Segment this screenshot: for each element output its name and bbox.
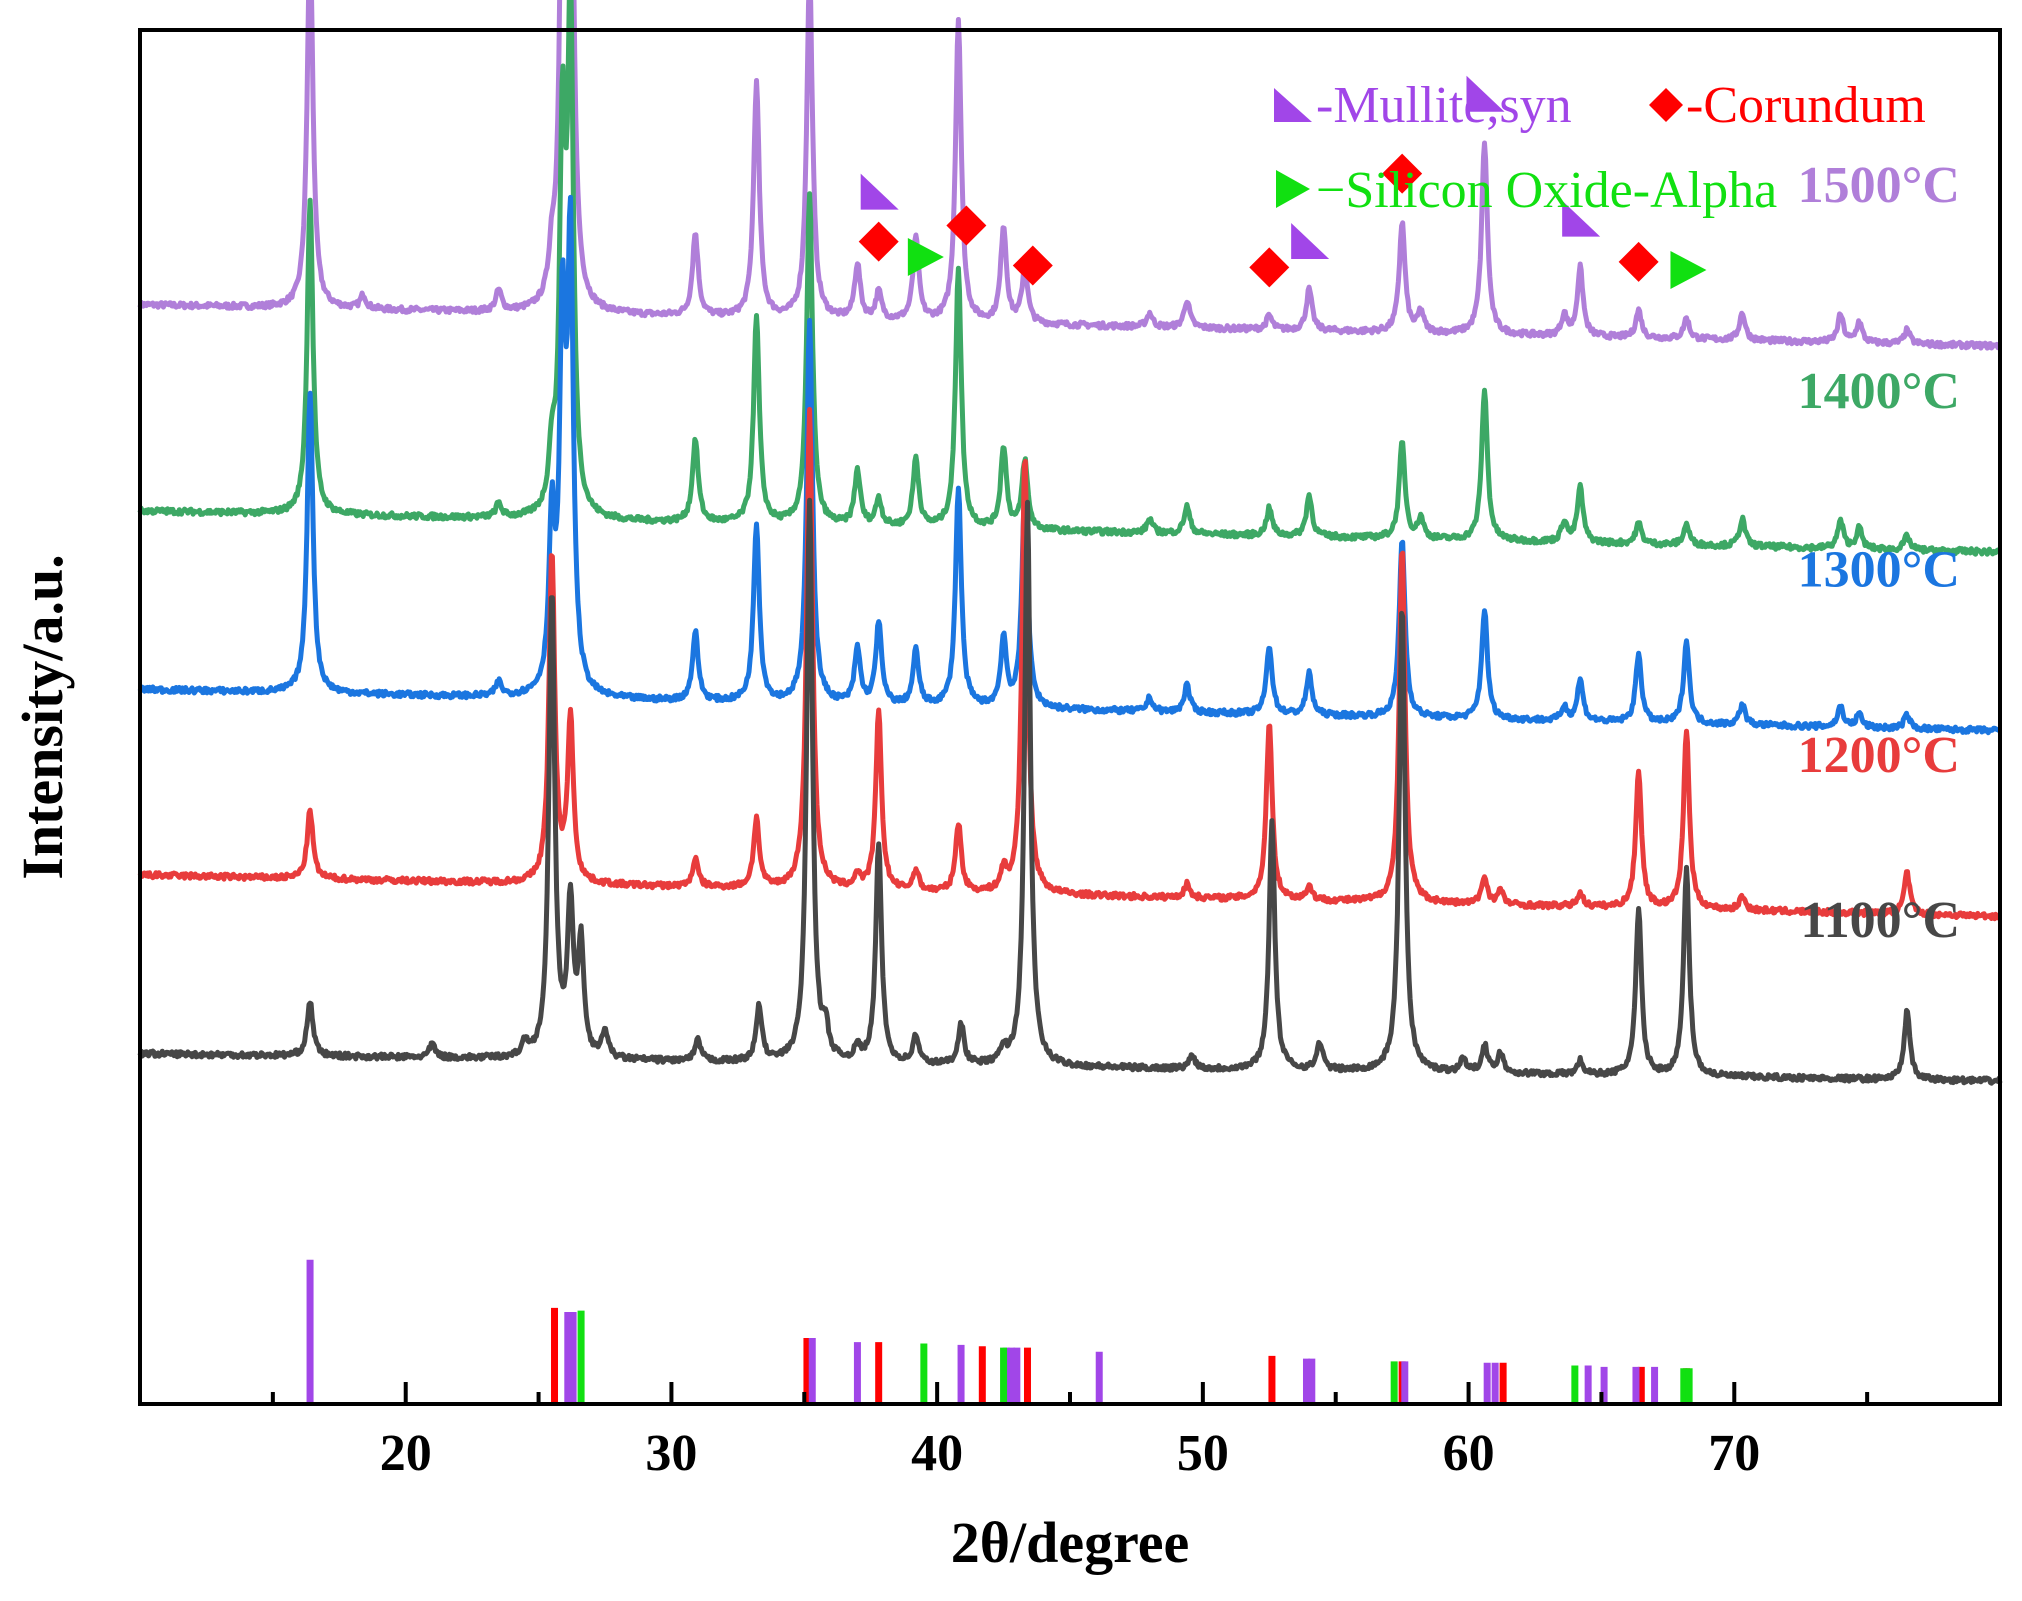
series-label-1200c: 1200°C xyxy=(1798,727,1960,784)
mullite-peak-marker xyxy=(1562,200,1601,237)
series-line-1300c xyxy=(137,194,2002,736)
corundum-peak-marker xyxy=(1618,241,1659,282)
mullite-peak-marker xyxy=(1466,75,1505,112)
x-axis-ticks: 20 30 40 50 60 70 xyxy=(270,1382,1870,1482)
legend-corundum-marker xyxy=(1649,88,1683,122)
plot-area: 1500°C 1400°C 1300°C 1200°C 1100°C xyxy=(137,0,2003,1404)
series-line-1100c xyxy=(137,497,2003,1086)
legend-mullite-label: -Mullite,syn xyxy=(1316,77,1572,134)
mullite-peak-marker xyxy=(1291,222,1330,259)
corundum-peak-marker xyxy=(1382,153,1423,194)
silica-peak-marker xyxy=(1670,250,1707,289)
x-tick-label-20: 20 xyxy=(380,1425,432,1482)
x-tick-label-40: 40 xyxy=(911,1425,963,1482)
x-tick-label-70: 70 xyxy=(1708,1425,1760,1482)
y-axis-title: Intensity/a.u. xyxy=(10,554,75,880)
corundum-peak-marker xyxy=(1249,247,1290,288)
mullite-peak-marker xyxy=(860,173,899,210)
corundum-peak-marker xyxy=(858,221,899,262)
series-label-1100c: 1100°C xyxy=(1801,892,1960,949)
x-tick-label-50: 50 xyxy=(1177,1425,1229,1482)
series-line-1500c xyxy=(137,0,2002,351)
legend: -Mullite,syn -Corundum −Silicon Oxide-Al… xyxy=(1274,77,1926,219)
axes-frame xyxy=(138,28,2002,1406)
series-line-1200c xyxy=(137,406,2002,922)
legend-corundum-label: -Corundum xyxy=(1686,77,1926,134)
x-axis-title: 2θ/degree xyxy=(951,1510,1190,1575)
x-tick-label-60: 60 xyxy=(1443,1425,1495,1482)
legend-mullite-marker xyxy=(1274,88,1312,122)
legend-silica-label: −Silicon Oxide-Alpha xyxy=(1316,162,1777,219)
x-tick-label-30: 30 xyxy=(645,1425,697,1482)
legend-silica-marker xyxy=(1276,170,1310,208)
series-label-1300c: 1300°C xyxy=(1798,541,1960,598)
series-line-1400c xyxy=(137,0,2002,557)
series-label-1500c: 1500°C xyxy=(1798,157,1960,214)
series-label-1400c: 1400°C xyxy=(1798,363,1960,420)
corundum-peak-marker xyxy=(1012,245,1053,286)
silica-peak-marker xyxy=(907,238,944,277)
corundum-peak-marker xyxy=(946,205,987,246)
